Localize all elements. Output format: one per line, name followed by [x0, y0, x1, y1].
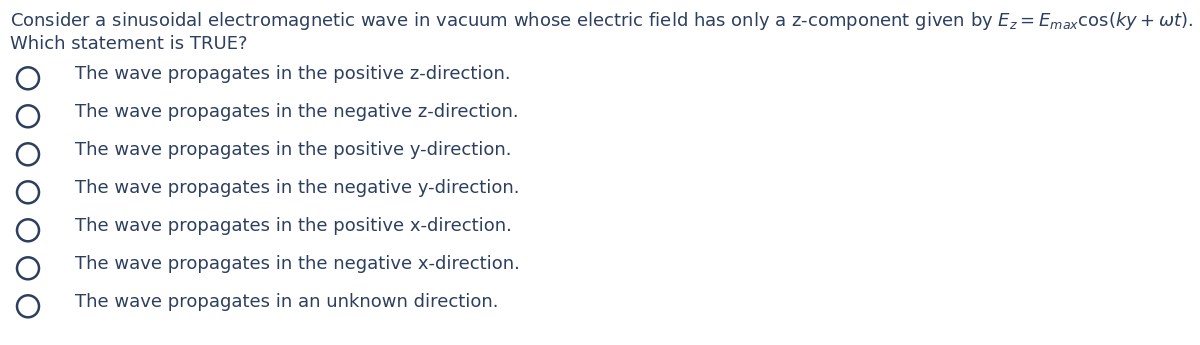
Text: The wave propagates in the positive x-direction.: The wave propagates in the positive x-di…: [74, 217, 512, 235]
Text: The wave propagates in the positive z-direction.: The wave propagates in the positive z-di…: [74, 65, 511, 83]
Text: The wave propagates in the negative y-direction.: The wave propagates in the negative y-di…: [74, 179, 520, 197]
Text: The wave propagates in the negative z-direction.: The wave propagates in the negative z-di…: [74, 103, 518, 121]
Text: Which statement is TRUE?: Which statement is TRUE?: [10, 35, 247, 53]
Text: The wave propagates in the negative x-direction.: The wave propagates in the negative x-di…: [74, 255, 520, 273]
Text: The wave propagates in an unknown direction.: The wave propagates in an unknown direct…: [74, 293, 498, 311]
Text: The wave propagates in the positive y-direction.: The wave propagates in the positive y-di…: [74, 141, 511, 159]
Text: Consider a sinusoidal electromagnetic wave in vacuum whose electric field has on: Consider a sinusoidal electromagnetic wa…: [10, 10, 1193, 32]
